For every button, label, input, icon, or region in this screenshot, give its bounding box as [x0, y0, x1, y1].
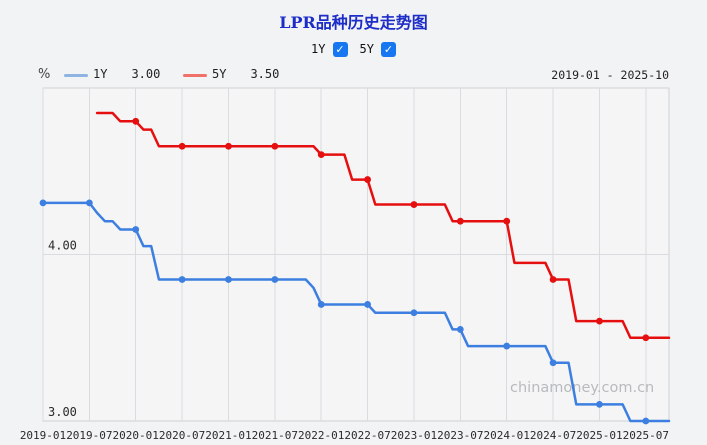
x-axis-label: 2021-01 — [205, 429, 251, 442]
series-5y-marker — [596, 317, 603, 325]
y-axis-label: 3.00 — [48, 405, 77, 419]
toggle-5y-label: 5Y — [359, 42, 374, 56]
series-1y-marker — [410, 309, 418, 317]
x-axis-label: 2025-01 — [576, 429, 622, 442]
series-5y-marker — [364, 176, 371, 183]
series-5y-marker — [132, 117, 140, 125]
series-5y-marker — [410, 201, 418, 208]
series-1y-marker — [317, 301, 325, 308]
series-5y-marker — [456, 217, 464, 225]
toggle-5y[interactable]: 5Y ✓ — [359, 41, 396, 57]
series-1y-marker — [503, 342, 511, 350]
series-1y-marker — [225, 276, 232, 283]
series-1y-marker — [456, 326, 464, 333]
series-toggle-row: 1Y ✓ 5Y ✓ — [0, 41, 707, 57]
legend-line-sample-1y — [64, 73, 88, 77]
check-icon: ✓ — [383, 42, 394, 56]
toggle-1y-label: 1Y — [311, 42, 326, 56]
x-axis-label: 2019-07 — [66, 429, 112, 442]
series-5y-marker — [178, 142, 186, 150]
series-1y-marker — [549, 359, 557, 367]
x-axis-label: 2025-07 — [623, 429, 669, 442]
series-5y-marker — [317, 151, 325, 159]
x-axis-label: 2020-07 — [159, 429, 205, 442]
y-axis-label: 4.00 — [48, 239, 77, 253]
series-5y-marker — [549, 276, 557, 283]
series-5y-marker — [642, 334, 650, 342]
series-1y-marker — [596, 400, 603, 408]
series-5y-line — [95, 111, 671, 339]
watermark-text: chinamoney.com.cn — [510, 380, 654, 396]
series-1y-marker — [364, 301, 371, 308]
series-1y-marker — [642, 417, 650, 425]
series-1y-marker — [178, 276, 186, 283]
x-axis-label: 2024-01 — [484, 429, 530, 442]
series-5y-marker — [503, 217, 511, 225]
series-1y-marker — [132, 226, 140, 233]
page-title: LPR品种历史走势图 — [279, 13, 428, 32]
series-5y-marker — [225, 142, 232, 150]
x-axis-label: 2019-01 — [20, 429, 66, 442]
toggle-5y-checkbox[interactable]: ✓ — [380, 41, 396, 57]
series-1y-marker — [85, 199, 93, 207]
x-axis-label: 2024-07 — [530, 429, 576, 442]
legend-row: % 1Y 3.00 5Y 3.50 2019-01 - 2025-10 — [0, 64, 707, 84]
x-axis-label: 2022-07 — [344, 429, 390, 442]
legend-item-1y[interactable]: 1Y 3.00 — [64, 67, 160, 81]
x-axis-label: 2022-01 — [298, 429, 344, 442]
x-axis-label: 2020-01 — [113, 429, 159, 442]
series-1y-line — [41, 201, 671, 423]
x-axis-label: 2023-01 — [391, 429, 437, 442]
series-1y-marker — [39, 199, 47, 207]
legend-label-5y: 5Y — [212, 67, 227, 81]
legend-line-sample-5y — [183, 73, 207, 77]
legend-value-5y: 3.50 — [250, 67, 280, 81]
x-axis-label: 2023-07 — [437, 429, 483, 442]
legend-label-1y: 1Y — [93, 67, 108, 81]
x-axis-label: 2021-07 — [252, 429, 298, 442]
toggle-1y-checkbox[interactable]: ✓ — [332, 41, 348, 57]
toggle-1y[interactable]: 1Y ✓ — [311, 41, 348, 57]
series-1y-marker — [271, 276, 279, 283]
legend-value-1y: 3.00 — [131, 67, 161, 81]
legend-item-5y[interactable]: 5Y 3.50 — [183, 67, 279, 81]
y-axis-unit-label: % — [38, 67, 51, 82]
series-5y-marker — [271, 142, 279, 150]
check-icon: ✓ — [335, 42, 345, 56]
date-range-label: 2019-01 - 2025-10 — [551, 68, 669, 82]
